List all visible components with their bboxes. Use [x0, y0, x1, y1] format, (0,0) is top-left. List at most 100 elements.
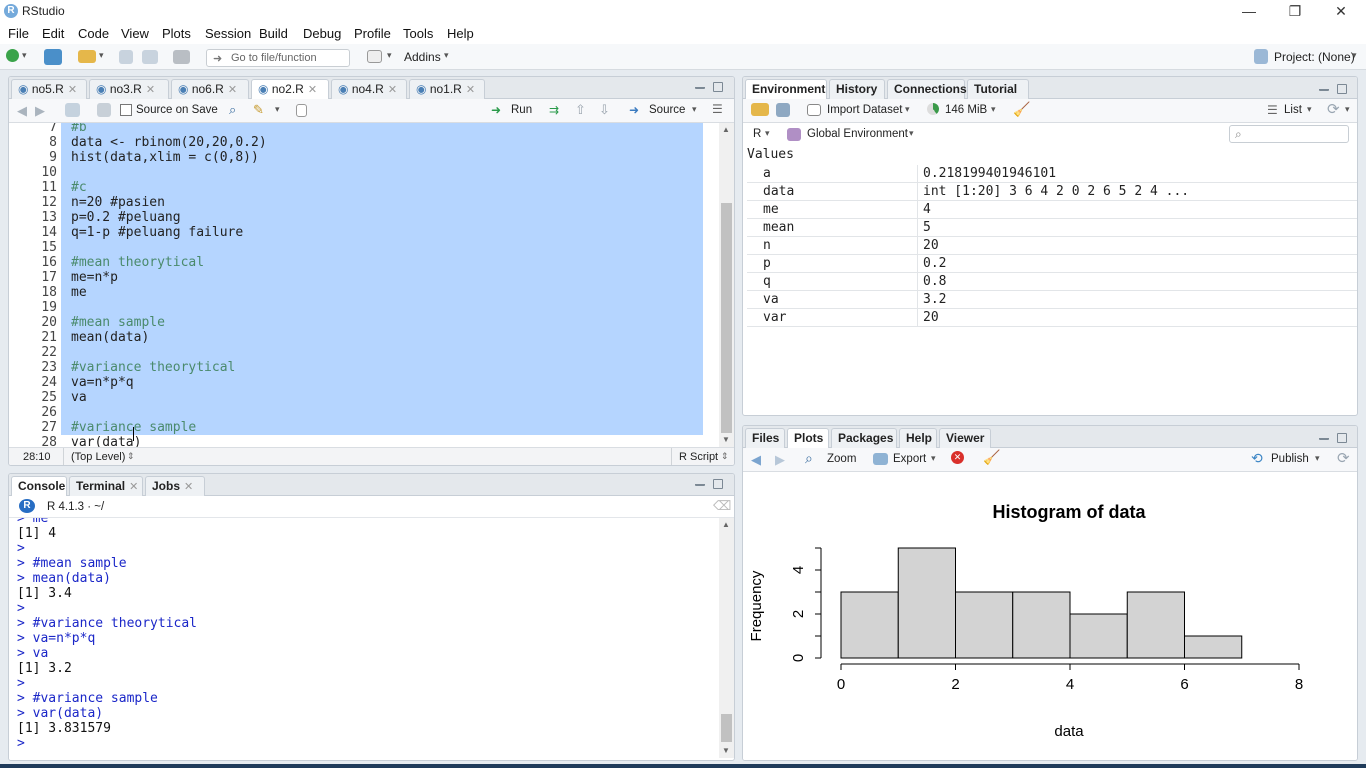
- menu-view[interactable]: View: [121, 26, 149, 41]
- magic-wand-icon[interactable]: ✎: [253, 102, 264, 117]
- env-row[interactable]: me 4: [747, 201, 1357, 219]
- source-on-save-checkbox[interactable]: [120, 104, 132, 116]
- code-line[interactable]: #variance sample: [71, 420, 197, 435]
- clear-console-icon[interactable]: ⌫: [713, 498, 732, 513]
- tab-console[interactable]: Console: [11, 476, 67, 497]
- code-line[interactable]: va=n*p*q: [71, 375, 134, 390]
- scroll-up-icon[interactable]: ▲: [722, 125, 730, 134]
- tab-history[interactable]: History: [829, 79, 885, 99]
- close-button[interactable]: ✕: [1335, 3, 1347, 19]
- env-row[interactable]: mean 5: [747, 219, 1357, 237]
- language-selector[interactable]: R: [753, 128, 762, 140]
- menu-edit[interactable]: Edit: [42, 26, 65, 41]
- tab-tutorial[interactable]: Tutorial: [967, 79, 1029, 99]
- back-arrow-icon[interactable]: ◀: [751, 452, 761, 467]
- memory-usage[interactable]: 146 MiB: [945, 104, 988, 116]
- scope-selector[interactable]: (Top Level): [71, 451, 126, 463]
- source-button[interactable]: Source: [649, 104, 686, 116]
- code-line[interactable]: va: [71, 390, 87, 405]
- tab-no4[interactable]: ◉ no4.R ✕: [331, 79, 407, 99]
- chevron-down-icon[interactable]: ▾: [909, 128, 914, 138]
- close-icon[interactable]: ✕: [67, 84, 78, 96]
- env-row[interactable]: p 0.2: [747, 255, 1357, 273]
- code-editor[interactable]: 7 #b 8 data <- rbinom(20,20,0.2) 9 hist(data,…: [9, 123, 719, 447]
- code-line[interactable]: p=0.2 #peluang: [71, 210, 181, 225]
- restore-button[interactable]: ❐: [1288, 3, 1302, 19]
- chevron-down-icon[interactable]: ▾: [275, 104, 280, 114]
- code-line[interactable]: mean(data): [71, 330, 150, 345]
- export-button[interactable]: Export: [893, 453, 927, 465]
- list-view-selector[interactable]: List: [1284, 104, 1302, 116]
- menu-build[interactable]: Build: [259, 26, 288, 41]
- arrow-up-icon[interactable]: ⇧: [575, 102, 586, 117]
- tab-jobs[interactable]: Jobs ✕: [145, 476, 205, 496]
- chevron-down-icon[interactable]: ▾: [991, 104, 996, 114]
- chevron-down-icon[interactable]: ▾: [905, 104, 910, 114]
- minimize-pane-icon[interactable]: [1319, 88, 1329, 91]
- scroll-down-icon[interactable]: ▼: [722, 435, 730, 444]
- forward-arrow-icon[interactable]: ▶: [35, 103, 45, 118]
- code-line[interactable]: q=1-p #peluang failure: [71, 225, 244, 240]
- new-file-icon[interactable]: [6, 49, 19, 62]
- save-icon[interactable]: [776, 103, 790, 117]
- tab-no3[interactable]: ◉ no3.R ✕: [89, 79, 169, 99]
- menu-help[interactable]: Help: [447, 26, 474, 41]
- tab-no6[interactable]: ◉ no6.R ✕: [171, 79, 249, 99]
- show-in-window-icon[interactable]: [65, 103, 80, 117]
- code-line[interactable]: #mean theorytical: [71, 255, 205, 270]
- global-environment-selector[interactable]: Global Environment: [807, 128, 908, 140]
- code-line[interactable]: me=n*p: [71, 270, 118, 285]
- tab-terminal[interactable]: Terminal ✕: [69, 476, 143, 496]
- code-line[interactable]: data <- rbinom(20,20,0.2): [71, 135, 267, 150]
- tab-no5[interactable]: ◉ no5.R ✕: [11, 79, 87, 99]
- menu-debug[interactable]: Debug: [303, 26, 342, 41]
- chevron-down-icon[interactable]: ▾: [1315, 453, 1320, 463]
- tab-environment[interactable]: Environment: [745, 79, 827, 100]
- scroll-up-icon[interactable]: ▲: [722, 520, 730, 529]
- chevron-down-icon[interactable]: ▾: [387, 50, 392, 60]
- chevron-down-icon[interactable]: ▾: [22, 50, 27, 60]
- minimize-pane-icon[interactable]: [1319, 437, 1329, 440]
- code-line[interactable]: hist(data,xlim = c(0,8)): [71, 150, 259, 165]
- env-row[interactable]: q 0.8: [747, 273, 1357, 291]
- broom-icon[interactable]: 🧹: [1013, 101, 1031, 117]
- chevron-down-icon[interactable]: ▾: [765, 128, 770, 138]
- minimize-button[interactable]: —: [1242, 3, 1256, 19]
- open-folder-icon[interactable]: [78, 50, 96, 63]
- menu-plots[interactable]: Plots: [162, 26, 191, 41]
- maximize-pane-icon[interactable]: [713, 82, 723, 92]
- tab-connections[interactable]: Connections: [887, 79, 967, 99]
- code-line[interactable]: #mean sample: [71, 315, 165, 330]
- menu-code[interactable]: Code: [78, 26, 110, 41]
- refresh-icon[interactable]: ⟳: [1337, 450, 1350, 467]
- menu-tools[interactable]: Tools: [403, 26, 434, 41]
- code-line[interactable]: #c: [71, 180, 87, 195]
- code-line[interactable]: n=20 #pasien: [71, 195, 165, 210]
- chevron-down-icon[interactable]: ▾: [931, 453, 936, 463]
- console-output[interactable]: > me [1] 4 > > #mean sample > mean(data) [1] …: [9, 518, 719, 760]
- save-all-icon[interactable]: [142, 50, 158, 64]
- menu-session[interactable]: Session: [205, 26, 252, 41]
- env-row[interactable]: var 20: [747, 309, 1357, 327]
- tab-packages[interactable]: Packages: [831, 428, 897, 448]
- refresh-icon[interactable]: ⟳: [1327, 101, 1340, 118]
- chevron-down-icon[interactable]: ▾: [99, 50, 104, 60]
- maximize-pane-icon[interactable]: [1337, 433, 1347, 443]
- code-line[interactable]: #variance theorytical: [71, 360, 236, 375]
- maximize-pane-icon[interactable]: [713, 479, 723, 489]
- env-row[interactable]: a 0.218199401946101: [747, 165, 1357, 183]
- minimize-pane-icon[interactable]: [695, 483, 705, 486]
- menu-file[interactable]: File: [8, 26, 29, 41]
- chevron-down-icon[interactable]: ▾: [1352, 50, 1357, 60]
- publish-button[interactable]: Publish: [1271, 453, 1309, 465]
- document-outline-icon[interactable]: [296, 104, 307, 117]
- open-folder-icon[interactable]: [751, 103, 769, 116]
- forward-arrow-icon[interactable]: ▶: [775, 452, 785, 467]
- updown-icon[interactable]: ⇕: [127, 451, 135, 461]
- close-icon[interactable]: ✕: [129, 481, 139, 493]
- print-icon[interactable]: [173, 50, 190, 64]
- goto-file-input[interactable]: ➜ Go to file/function: [206, 49, 350, 67]
- updown-icon[interactable]: ⇕: [721, 451, 729, 461]
- close-icon[interactable]: ✕: [387, 84, 398, 96]
- code-line[interactable]: var(data): [71, 435, 142, 447]
